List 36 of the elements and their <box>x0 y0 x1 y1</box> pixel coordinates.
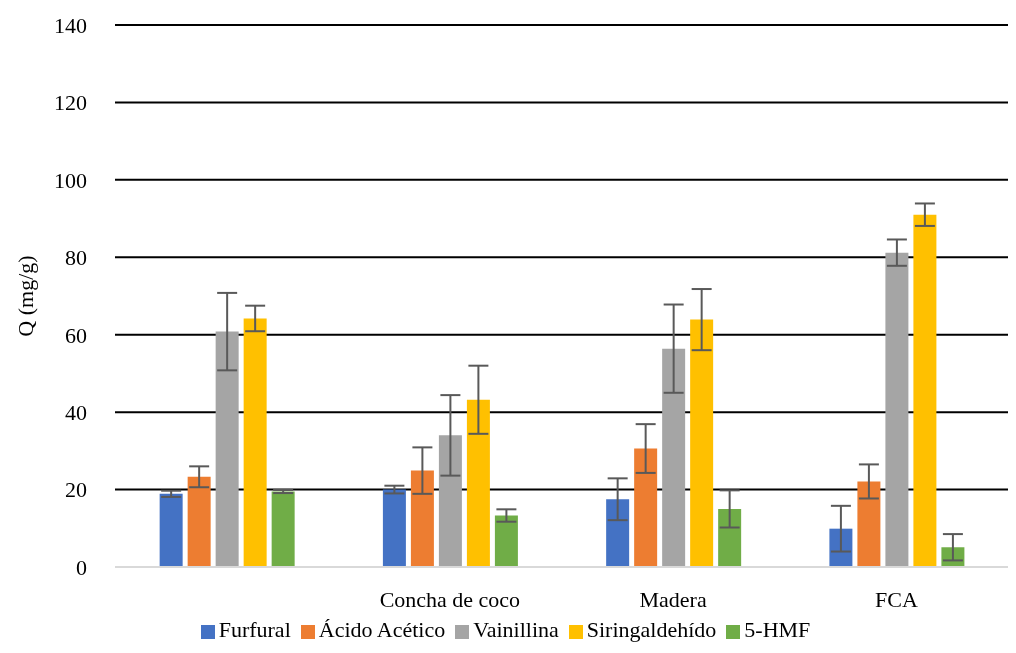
bar <box>634 448 658 567</box>
legend-label: Siringaldehído <box>586 617 717 642</box>
bar <box>187 476 211 567</box>
bar <box>215 331 239 567</box>
y-tick-label: 40 <box>65 399 87 425</box>
y-tick-label: 140 <box>54 12 87 38</box>
bar <box>913 214 937 567</box>
y-tick-label: 100 <box>54 167 87 193</box>
y-axis-title: Q (mg/g) <box>12 255 38 337</box>
bar <box>690 319 714 567</box>
bar <box>885 252 909 567</box>
bar <box>438 435 462 567</box>
bar <box>271 491 295 567</box>
bar <box>857 481 881 567</box>
bar <box>662 348 686 567</box>
y-tick-label: 60 <box>65 322 87 348</box>
legend-label: Furfural <box>218 617 291 642</box>
bar <box>159 493 183 567</box>
x-tick-label: Concha de coco <box>379 586 521 612</box>
bar <box>494 515 518 567</box>
y-tick-label: 120 <box>54 90 87 116</box>
legend-label: 5-HMF <box>744 617 811 642</box>
x-tick-label: Madera <box>639 586 707 612</box>
bar <box>243 318 267 567</box>
bar <box>382 489 406 567</box>
bar <box>718 508 742 567</box>
legend-label: Vainillina <box>473 617 559 642</box>
y-tick-label: 80 <box>65 245 87 271</box>
y-tick-label: 20 <box>65 477 87 503</box>
bar <box>410 470 434 567</box>
bar <box>829 528 853 567</box>
y-tick-label: 0 <box>76 554 87 580</box>
bar <box>606 499 630 567</box>
legend-label: Ácido Acético <box>318 617 446 642</box>
x-tick-label: FCA <box>874 586 918 612</box>
bar <box>466 399 490 567</box>
